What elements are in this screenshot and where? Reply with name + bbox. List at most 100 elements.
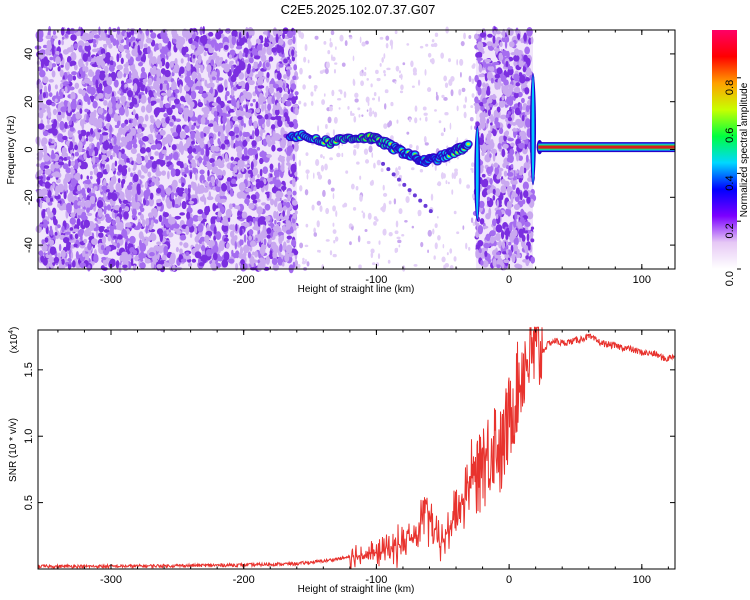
noise-dot — [489, 187, 494, 193]
noise-dot — [245, 91, 253, 101]
noise-dot — [316, 171, 321, 176]
noise-dot — [339, 89, 343, 95]
noise-dot — [231, 35, 237, 46]
noise-dot — [70, 91, 76, 101]
noise-dot — [200, 116, 206, 125]
noise-dot — [197, 187, 203, 195]
noise-dot — [44, 48, 51, 56]
noise-dot — [270, 124, 276, 130]
noise-dot — [482, 97, 488, 104]
noise-dot — [141, 66, 145, 73]
noise-dot — [124, 32, 127, 38]
noise-dot — [505, 164, 509, 170]
noise-dot — [106, 204, 112, 211]
noise-dot — [168, 213, 172, 223]
noise-dot — [145, 28, 150, 36]
noise-dot — [486, 118, 490, 124]
noise-dot — [304, 189, 309, 196]
noise-dot — [165, 61, 170, 69]
track-branch — [391, 172, 396, 177]
noise-dot — [71, 71, 77, 76]
noise-dot — [253, 51, 258, 55]
noise-dot — [260, 128, 263, 138]
noise-dot — [118, 151, 122, 160]
noise-dot — [49, 145, 56, 149]
noise-dot — [219, 206, 225, 214]
noise-dot — [480, 252, 485, 260]
noise-dot — [245, 82, 250, 92]
noise-dot — [85, 137, 89, 142]
noise-dot — [517, 221, 522, 229]
noise-dot — [518, 142, 525, 149]
noise-dot — [299, 185, 303, 192]
noise-dot — [366, 240, 371, 245]
noise-dot — [441, 256, 446, 263]
noise-dot — [83, 66, 89, 73]
noise-dot — [468, 246, 471, 251]
noise-dot — [48, 201, 53, 206]
noise-dot — [505, 130, 509, 137]
noise-dot — [225, 219, 229, 226]
noise-dot — [140, 184, 144, 188]
noise-dot — [269, 83, 274, 89]
noise-dot — [447, 181, 450, 185]
noise-dot — [252, 167, 259, 176]
noise-dot — [117, 221, 124, 231]
noise-dot — [224, 152, 229, 163]
noise-dot — [485, 139, 492, 144]
noise-dot — [243, 123, 246, 128]
noise-dot — [270, 173, 273, 178]
noise-dot — [128, 70, 132, 79]
noise-dot — [508, 41, 515, 48]
noise-dot — [244, 164, 250, 168]
noise-dot — [252, 217, 256, 224]
noise-dot — [266, 191, 270, 199]
noise-dot — [449, 248, 453, 254]
noise-dot — [276, 43, 283, 54]
noise-dot — [470, 217, 474, 224]
noise-dot — [79, 108, 83, 115]
noise-dot — [298, 100, 302, 105]
noise-dot — [45, 197, 51, 203]
noise-dot — [228, 130, 235, 137]
noise-dot — [413, 264, 418, 267]
noise-dot — [357, 107, 361, 111]
noise-dot — [59, 69, 64, 78]
track-branch — [402, 182, 407, 187]
noise-dot — [42, 44, 48, 49]
noise-dot — [97, 107, 104, 115]
noise-dot — [471, 169, 474, 173]
noise-dot — [388, 200, 392, 205]
noise-dot — [203, 51, 207, 57]
track-branch — [423, 203, 428, 208]
noise-dot — [171, 81, 177, 90]
noise-dot — [352, 79, 356, 86]
noise-dot — [181, 182, 185, 187]
noise-dot — [285, 100, 292, 107]
noise-dot — [349, 241, 352, 246]
noise-dot — [233, 106, 237, 112]
noise-dot — [155, 120, 162, 126]
noise-dot — [513, 86, 521, 94]
noise-dot — [60, 61, 64, 66]
chart-title: C2E5.2025.102.07.37.G07 — [281, 2, 436, 17]
noise-dot — [505, 234, 509, 240]
noise-dot — [47, 211, 54, 218]
noise-dot — [437, 235, 441, 241]
noise-dot — [440, 132, 444, 137]
noise-dot — [385, 35, 390, 41]
noise-dot — [477, 224, 484, 235]
noise-dot — [312, 172, 315, 179]
noise-dot — [172, 132, 179, 137]
noise-dot — [138, 50, 142, 56]
noise-dot — [170, 168, 176, 178]
noise-dot — [522, 181, 529, 191]
noise-dot — [187, 184, 192, 189]
noise-dot — [206, 196, 214, 201]
noise-dot — [294, 210, 298, 215]
noise-dot — [132, 265, 137, 271]
noise-dot — [292, 118, 298, 125]
noise-dot — [317, 125, 319, 132]
noise-dot — [515, 170, 519, 174]
noise-dot — [237, 205, 241, 211]
